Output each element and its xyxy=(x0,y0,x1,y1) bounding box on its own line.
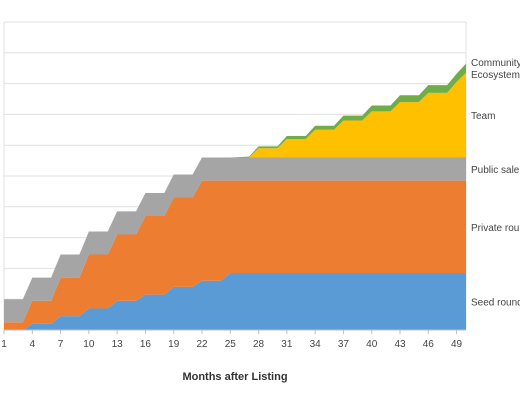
area-series xyxy=(4,63,466,330)
x-tick-label: 49 xyxy=(451,339,463,350)
x-tick-label: 10 xyxy=(83,339,95,350)
x-tick-label: 31 xyxy=(281,339,293,350)
series-label-community-ecosystem: Community &Ecosystem xyxy=(471,58,520,81)
area-team xyxy=(4,72,466,300)
x-tick-label: 28 xyxy=(253,339,265,350)
x-axis-title: Months after Listing xyxy=(182,371,287,383)
x-tick-label: 1 xyxy=(1,339,7,350)
series-label-team: Team xyxy=(471,111,495,122)
x-tick-label: 46 xyxy=(423,339,435,350)
x-tick-label: 13 xyxy=(112,339,124,350)
series-label-seed-round: Seed round xyxy=(471,298,520,309)
x-tick-label: 40 xyxy=(366,339,378,350)
area-seed-round xyxy=(4,273,466,330)
x-axis: 1 4 7 10 13 16 19 22 25 28 31 34 37 40 43 46 49 xyxy=(1,329,466,350)
x-tick-label: 7 xyxy=(58,339,64,350)
series-label-private-round: Private round xyxy=(471,223,520,234)
x-tick-label: 16 xyxy=(140,339,152,350)
series-labels: Seed round Private round Public sale Team Co… xyxy=(471,58,520,308)
x-tick-label: 43 xyxy=(394,339,406,350)
area-public-sale xyxy=(4,157,466,323)
area-private-round xyxy=(4,180,466,330)
x-tick-label: 25 xyxy=(225,339,237,350)
x-tick-label: 37 xyxy=(338,339,350,350)
x-tick-label: 19 xyxy=(168,339,180,350)
series-label-public-sale: Public sale xyxy=(471,165,520,176)
x-tick-label: 22 xyxy=(196,339,208,350)
x-tick-label: 4 xyxy=(30,339,36,350)
x-tick-label: 34 xyxy=(310,339,322,350)
